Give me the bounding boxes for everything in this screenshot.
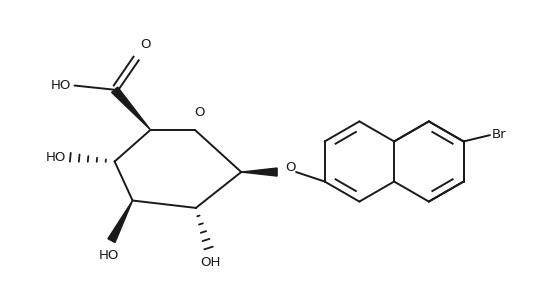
Polygon shape	[112, 87, 151, 130]
Text: Br: Br	[492, 128, 507, 141]
Text: HO: HO	[51, 79, 72, 92]
Text: OH: OH	[200, 256, 221, 269]
Text: O: O	[140, 38, 151, 51]
Text: O: O	[194, 106, 204, 119]
Text: HO: HO	[46, 151, 66, 164]
Polygon shape	[108, 201, 133, 243]
Text: HO: HO	[99, 249, 119, 262]
Polygon shape	[241, 168, 277, 176]
Text: O: O	[285, 161, 296, 174]
